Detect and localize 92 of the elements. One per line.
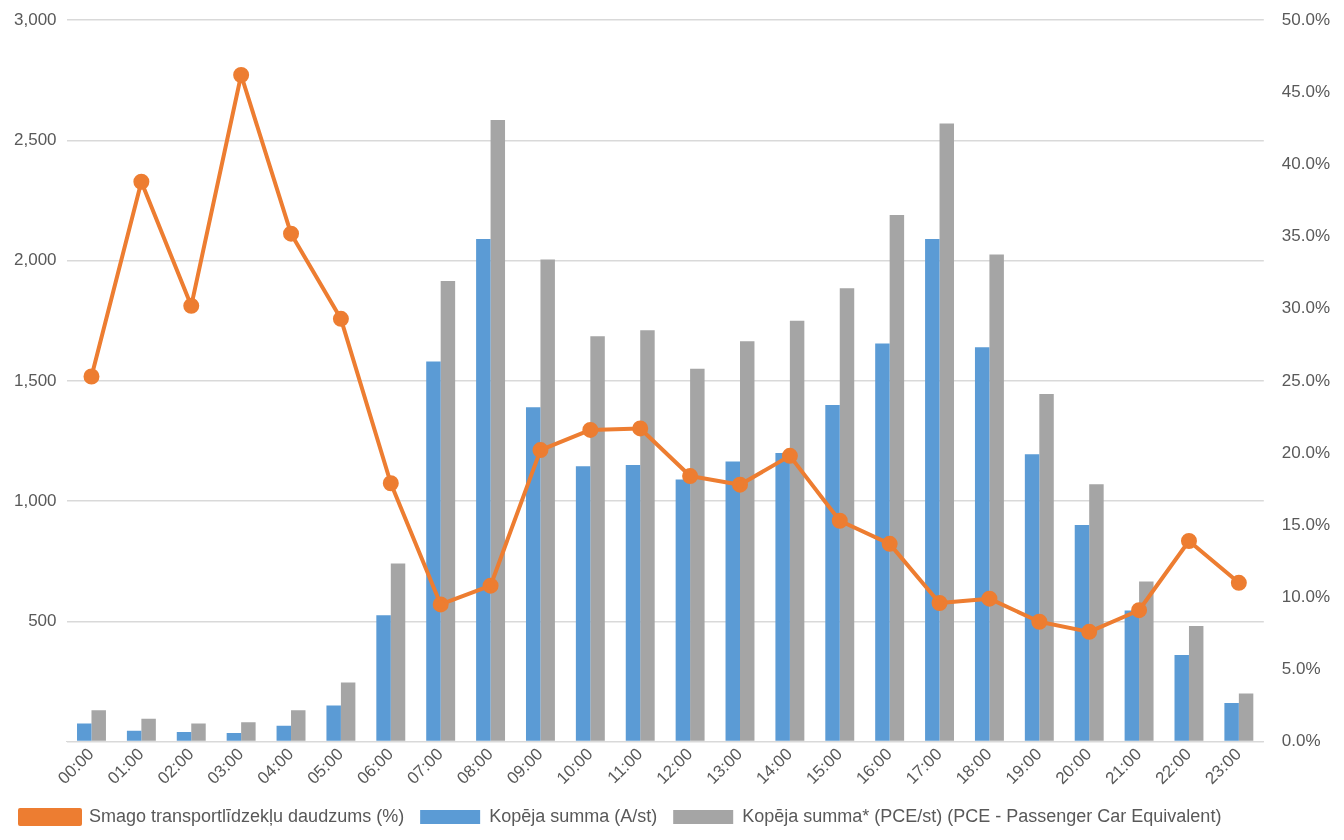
point <box>1180 532 1197 549</box>
bar <box>440 281 456 741</box>
point <box>133 173 150 190</box>
bar <box>974 347 990 741</box>
bar <box>525 407 541 741</box>
y2-tick-label: 5.0% <box>1281 659 1321 679</box>
point <box>981 590 998 607</box>
point <box>1230 574 1247 591</box>
bar <box>226 733 242 741</box>
y-tick-label: 1,000 <box>13 490 57 510</box>
bar <box>625 465 641 741</box>
bar <box>675 479 691 741</box>
bar <box>476 238 491 741</box>
bar <box>1174 654 1189 741</box>
bar <box>490 119 506 741</box>
legend-label: Kopēja summa (A/st) <box>489 805 658 826</box>
point <box>233 67 250 84</box>
bar <box>1039 394 1054 741</box>
bar <box>1139 581 1154 741</box>
point <box>881 535 898 552</box>
y2-tick-label: 50.0% <box>1281 9 1330 29</box>
bar <box>340 682 356 741</box>
bar <box>376 615 391 741</box>
y2-tick-label: 45.0% <box>1281 82 1330 102</box>
point <box>382 475 399 492</box>
point <box>283 225 300 242</box>
y-tick-label: 1,500 <box>13 370 57 390</box>
point <box>83 368 100 385</box>
point <box>582 421 599 438</box>
point <box>1081 623 1098 640</box>
y-tick-label: 2,500 <box>13 130 57 150</box>
point <box>632 420 649 437</box>
point <box>682 468 699 485</box>
bar <box>77 723 92 741</box>
y-tick-label: 2,000 <box>13 250 57 270</box>
bar <box>291 710 306 741</box>
legend-label: Smago transportlīdzekļu daudzums (%) <box>89 805 405 826</box>
y2-tick-label: 10.0% <box>1281 586 1330 606</box>
bar <box>1224 703 1239 741</box>
bar <box>1024 454 1040 741</box>
bar <box>390 563 406 741</box>
bar <box>1089 484 1104 741</box>
bar <box>725 461 740 741</box>
bar <box>126 730 142 741</box>
bar <box>176 731 192 741</box>
bar <box>575 466 591 741</box>
bar <box>989 254 1004 741</box>
y2-tick-label: 25.0% <box>1281 370 1330 390</box>
bar <box>590 336 605 741</box>
point <box>482 577 499 594</box>
bar <box>1188 626 1204 741</box>
bar <box>789 320 805 741</box>
bar <box>141 718 156 741</box>
bar <box>939 123 955 741</box>
point <box>183 297 200 314</box>
bar <box>775 452 790 741</box>
y-tick-label: 3,000 <box>13 9 57 29</box>
bar <box>540 259 555 741</box>
bar <box>825 404 840 741</box>
point <box>332 310 349 327</box>
bar <box>426 361 441 741</box>
point <box>1031 613 1048 630</box>
bar <box>191 723 206 741</box>
bar <box>326 705 341 741</box>
bar <box>241 722 256 741</box>
bar <box>1074 525 1090 741</box>
y2-tick-label: 0.0% <box>1281 731 1321 751</box>
point <box>432 596 449 613</box>
y2-tick-label: 20.0% <box>1281 442 1330 462</box>
bar <box>925 238 940 741</box>
point <box>732 476 748 493</box>
bar <box>740 341 755 741</box>
bar <box>276 725 292 741</box>
y-tick-label: 500 <box>28 610 57 630</box>
bar <box>875 343 890 741</box>
point <box>931 595 948 612</box>
legend-label: Kopēja summa* (PCE/st) (PCE - Passenger Car Equivalent) <box>742 805 1222 826</box>
bar <box>1238 693 1254 741</box>
y2-tick-label: 35.0% <box>1281 226 1330 246</box>
y2-tick-label: 30.0% <box>1281 298 1330 318</box>
bar <box>839 288 855 741</box>
point <box>781 447 798 464</box>
y2-tick-label: 40.0% <box>1281 154 1330 174</box>
point <box>831 512 848 529</box>
bar <box>690 368 705 741</box>
bar <box>1124 610 1140 741</box>
point <box>532 442 549 459</box>
bar <box>91 710 106 741</box>
y2-tick-label: 15.0% <box>1281 514 1330 534</box>
bar <box>889 214 905 741</box>
bar <box>640 330 655 741</box>
point <box>1131 602 1148 619</box>
